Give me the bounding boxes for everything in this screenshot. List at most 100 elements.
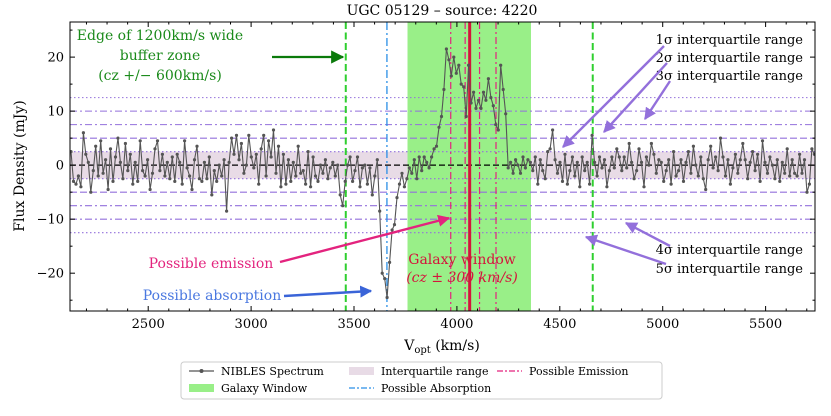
spectrum-point: [768, 155, 772, 159]
spectrum-point: [262, 133, 266, 137]
possible-absorption-label: Possible absorption: [143, 288, 281, 304]
y-axis-label: Flux Density (mJy): [12, 100, 28, 231]
spectrum-point: [575, 160, 579, 164]
spectrum-point: [150, 171, 155, 175]
spectrum-point: [528, 160, 533, 164]
spectrum-point: [284, 182, 288, 186]
spectrum-point: [753, 169, 757, 173]
spectrum-point: [760, 139, 765, 143]
spectrum-point: [548, 147, 552, 151]
spectrum-point: [555, 171, 560, 175]
sigma-5-arrow: [584, 234, 667, 266]
spectrum-point: [617, 155, 621, 159]
spectrum-point: [368, 166, 372, 170]
spectrum-point: [106, 187, 110, 192]
spectrum-point: [664, 169, 668, 173]
spectrum-point: [565, 182, 570, 186]
legend-frame: [180, 361, 663, 400]
spectrum-point: [612, 166, 616, 170]
spectrum-point: [123, 141, 127, 146]
spectrum-point: [422, 155, 426, 159]
spectrum-point: [459, 82, 463, 86]
spectrum-point: [701, 177, 705, 181]
spectrum-point: [595, 174, 599, 178]
spectrum-point: [536, 182, 540, 186]
spectrum-point: [667, 158, 671, 162]
buffer-zone-text-line: Edge of 1200km/s wide: [77, 28, 243, 44]
spectrum-point: [279, 185, 283, 189]
legend: NIBLES Spectrum Galaxy Window Interquart…: [180, 361, 663, 400]
spectrum-point: [383, 277, 387, 281]
spectrum-point: [346, 163, 350, 167]
spectrum-point: [227, 160, 231, 164]
spectrum-point: [472, 90, 476, 94]
spectrum-point: [173, 179, 177, 183]
legend-item-iqr: Interquartile range: [349, 365, 488, 378]
spectrum-point: [385, 295, 389, 300]
spectrum-point: [388, 260, 392, 264]
galaxy-window-annotation: Galaxy window (cz ± 300 km/s): [406, 252, 518, 286]
spectrum-point: [289, 179, 293, 183]
spectrum-point: [457, 63, 461, 67]
spectrum-point: [716, 169, 720, 173]
spectrum-point: [553, 158, 557, 162]
spectrum-point: [126, 169, 130, 173]
sigma-5-label: 5σ interquartile range: [656, 262, 804, 277]
spectrum-point: [748, 160, 752, 164]
spectrum-point: [560, 179, 565, 183]
spectrum-point: [439, 114, 444, 119]
spectrum-point: [632, 177, 636, 181]
spectrum-point: [274, 171, 278, 175]
possible-emission-arrow: [279, 214, 451, 264]
sigma-4-arrow: [624, 221, 671, 248]
spectrum-point: [523, 166, 528, 170]
spectrum-point: [506, 166, 510, 170]
spectrum-point: [659, 160, 663, 164]
legend-spectrum-marker: [199, 369, 204, 373]
spectrum-point: [449, 74, 453, 78]
spectrum-point: [570, 155, 575, 159]
spectrum-point: [689, 171, 693, 175]
spectrum-point: [511, 171, 515, 175]
spectrum-point: [706, 158, 710, 162]
spectrum-point: [773, 177, 777, 181]
spectrum-point: [444, 47, 448, 51]
spectrum-point: [230, 136, 234, 140]
spectrum-point: [462, 85, 466, 89]
spectrum-point: [625, 166, 629, 170]
y-tick-label: 10: [47, 105, 64, 120]
spectrum-point: [392, 223, 397, 227]
spectrum-point: [783, 171, 787, 175]
spectrum-point: [207, 155, 211, 159]
spectrum-point: [758, 179, 762, 183]
spectrum-point: [336, 163, 340, 167]
spectrum-point: [709, 144, 713, 148]
spectrum-point: [153, 147, 157, 151]
spectrum-point: [348, 155, 352, 159]
spectrum-point: [602, 158, 607, 162]
spectrum-point: [637, 147, 641, 151]
spectrum-point: [533, 155, 537, 159]
sigma-3-label: 3σ interquartile range: [656, 69, 804, 84]
spectrum-point: [113, 155, 118, 159]
spectrum-point: [635, 169, 639, 173]
spectrum-point: [731, 166, 735, 170]
spectrum-point: [202, 160, 206, 164]
spectrum-point: [785, 147, 789, 151]
spectrum-point: [402, 185, 406, 189]
spectrum-point: [353, 169, 357, 173]
spectrum-point: [375, 158, 379, 162]
spectrum-point: [410, 171, 414, 175]
spectrum-point: [400, 171, 404, 175]
spectrum-point: [249, 155, 253, 159]
spectrum-point: [442, 87, 446, 92]
spectrum-point: [543, 177, 547, 181]
spectrum-point: [590, 133, 594, 137]
x-tick-label: 4500: [543, 317, 576, 332]
spectrum-point: [494, 123, 498, 127]
spectrum-point: [496, 128, 500, 132]
spectrum-point: [390, 228, 394, 232]
spectrum-point: [417, 155, 421, 159]
spectrum-point: [192, 158, 197, 162]
spectrum-point: [358, 185, 362, 189]
